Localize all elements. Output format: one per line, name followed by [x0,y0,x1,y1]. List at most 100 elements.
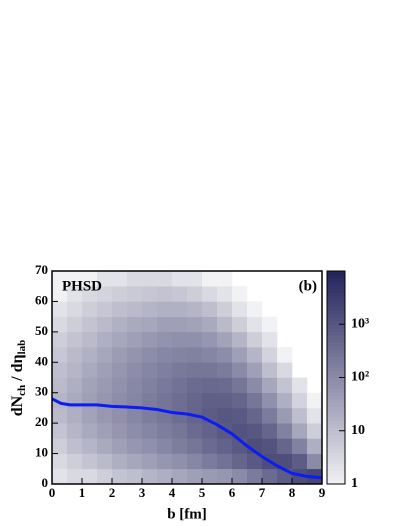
colorbar-strip [327,302,345,307]
heatmap-cell [307,453,323,470]
heatmap-cell [202,316,218,333]
heatmap-cell [292,407,308,424]
heatmap-cell [187,271,203,287]
heatmap-cell [157,347,173,363]
heatmap-cell [127,423,143,439]
heatmap-cell [97,301,113,317]
colorbar-strip [327,345,345,350]
heatmap-cell [217,362,233,378]
heatmap-cell [52,286,68,302]
x-tick-label: 0 [49,485,56,500]
colorbar-strip [327,455,345,460]
heatmap-cell [247,453,263,470]
heatmap-cell [217,438,233,454]
colorbar-strip [327,285,345,290]
heatmap-cell [262,347,278,363]
heatmap-cell [52,468,68,485]
heatmap-cell [127,271,143,287]
colorbar-strip [327,295,345,300]
heatmap-cell [82,331,98,348]
heatmap-cell [262,468,278,485]
colorbar-strip [327,466,345,471]
heatmap-cell [67,377,83,394]
heatmap-cell [97,286,113,302]
heatmap-cell [232,301,248,317]
heatmap-cell [82,286,98,302]
heatmap-cell [67,453,83,470]
heatmap-cell [172,453,188,470]
heatmap-cell [217,301,233,317]
heatmap-cell [127,438,143,454]
colorbar-tick-label: 10³ [351,316,369,331]
colorbar-strip [327,423,345,428]
heatmap-cell [277,362,293,378]
y-tick-label: 10 [35,445,48,460]
line-series [51,397,323,480]
colorbar-strip [327,476,345,481]
heatmap-cell [232,286,248,302]
y-tick-label: 70 [35,262,48,277]
colorbar-strip [327,413,345,418]
x-tick-label: 7 [259,485,266,500]
heatmap-cell [187,377,203,394]
colorbar-strip [327,473,345,478]
colorbar-strip [327,324,345,329]
heatmap-cell [217,392,233,409]
heatmap-cell [112,271,128,287]
heatmap-cell [217,286,233,302]
colorbar-strip [327,306,345,311]
heatmap-cell [247,301,263,317]
heatmap-cell [142,438,158,454]
heatmap-cell [202,331,218,348]
heatmap-cell [67,331,83,348]
colorbar-strip [327,352,345,357]
heatmap-cell [172,468,188,485]
y-tick-label: 60 [35,292,48,307]
x-tick-label: 1 [79,485,86,500]
heatmap-cell [52,271,68,287]
heatmap-cell [127,377,143,394]
heatmap-cell [262,423,278,439]
heatmap-cell [82,377,98,394]
heatmap-cell [127,331,143,348]
colorbar-strip [327,391,345,396]
heatmap-cell [217,271,233,287]
heatmap-cell [97,423,113,439]
heatmap-cell [292,377,308,394]
colorbar-strip [327,462,345,467]
heatmap-cell [127,347,143,363]
heatmap-cell [52,301,68,317]
heatmap-cell [52,316,68,333]
heatmap-cell [187,453,203,470]
heatmap-cell [97,316,113,333]
heatmap-cell [187,468,203,485]
heatmap-cell [307,438,323,454]
y-tick-label: 30 [35,384,48,399]
colorbar-strip [327,356,345,361]
heatmap-cell [262,377,278,394]
heatmap-cell [97,347,113,363]
colorbar-strip [327,437,345,442]
colorbar-strip [327,434,345,439]
heatmap-cell [67,407,83,424]
heatmap-cell [172,286,188,302]
annotation: PHSD [62,278,102,294]
heatmap-cell [82,347,98,363]
heatmap-cell [202,377,218,394]
heatmap-cell [277,377,293,394]
heatmap-cell [187,347,203,363]
heatmap-cell [202,392,218,409]
heatmap-cell [157,271,173,287]
heatmap-cell [67,438,83,454]
colorbar-strip [327,317,345,322]
heatmap-cell [172,423,188,439]
heatmap-cell [97,331,113,348]
heatmap-cell [232,407,248,424]
heatmap-cell [112,362,128,378]
colorbar-strip [327,441,345,446]
heatmap-cell [82,301,98,317]
colorbar-strip [327,278,345,283]
heatmap-cell [112,438,128,454]
panel-label: (b) [299,278,317,294]
